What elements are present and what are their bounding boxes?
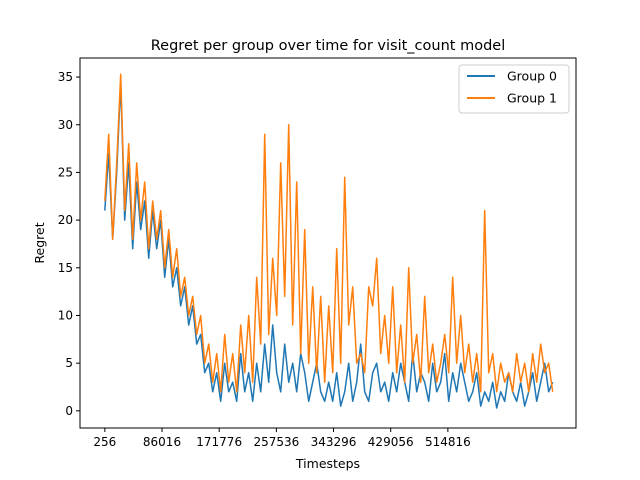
- x-tick-label: 514816: [425, 435, 471, 449]
- x-tick-label: 86016: [143, 435, 181, 449]
- y-tick-label: 20: [58, 213, 73, 227]
- legend-label-group-1: Group 1: [507, 91, 557, 106]
- x-tick-label: 171776: [196, 435, 242, 449]
- legend: Group 0 Group 1: [458, 64, 570, 114]
- x-axis-label: Timesteps: [295, 456, 360, 471]
- axes-frame: [79, 57, 577, 429]
- plot-area: [104, 73, 554, 409]
- chart-title: Regret per group over time for visit_cou…: [151, 38, 505, 54]
- x-tick-label: 256: [93, 435, 116, 449]
- y-tick-label: 25: [58, 165, 73, 179]
- y-tick-label: 30: [58, 118, 73, 132]
- y-tick-label: 0: [65, 404, 73, 418]
- series-line-group-0: [104, 81, 554, 409]
- y-tick-label: 5: [65, 356, 73, 370]
- legend-label-group-0: Group 0: [507, 69, 557, 84]
- x-tick-label: 429056: [368, 435, 414, 449]
- y-tick-label: 10: [58, 308, 73, 322]
- y-tick-label: 15: [58, 261, 73, 275]
- x-tick-label: 343296: [311, 435, 357, 449]
- x-axis-ticks: 256 86016 171776 257536 343296 429056 514816: [93, 428, 471, 449]
- x-tick-label: 257536: [253, 435, 299, 449]
- series-line-group-1: [104, 73, 554, 393]
- y-axis-label: Regret: [32, 222, 47, 263]
- y-tick-label: 35: [58, 70, 73, 84]
- y-axis-ticks: 0 5 10 15 20 25 30 35: [58, 70, 80, 418]
